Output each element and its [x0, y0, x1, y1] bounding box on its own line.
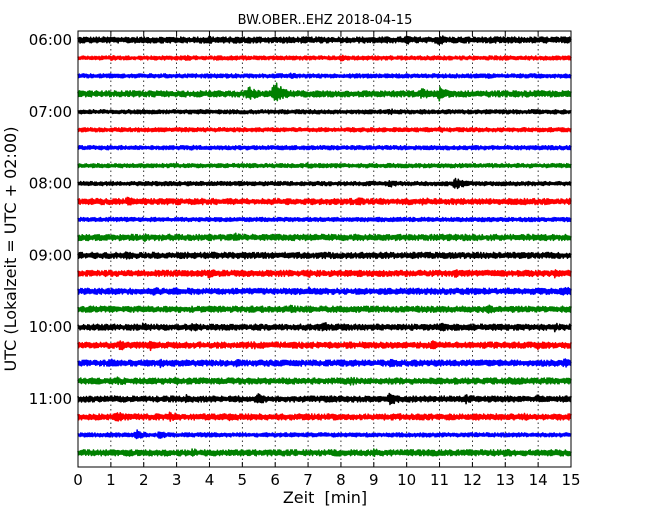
trace-09:15 [77, 269, 572, 279]
trace-06:30 [77, 72, 572, 79]
trace-10:15 [77, 340, 572, 352]
trace-08:15 [77, 196, 572, 206]
y-tick-label-2: 08:00 [29, 175, 72, 193]
trace-08:45 [77, 232, 572, 243]
x-tick-label-9: 9 [369, 471, 379, 489]
trace-06:45 [77, 82, 572, 102]
plot-frame [77, 30, 572, 468]
x-tick-label-3: 3 [172, 471, 182, 489]
x-tick-label-0: 0 [73, 471, 83, 489]
x-tick-labels: 0 1 2 3 4 5 6 7 8 9 10 11 12 13 14 15 [73, 471, 580, 489]
y-tick-labels: 06:00 07:00 08:00 09:00 10:00 11:00 [29, 31, 72, 408]
x-tick-label-13: 13 [496, 471, 515, 489]
trace-11:15 [77, 411, 572, 422]
x-tick-label-2: 2 [139, 471, 149, 489]
chart-title: BW.OBER..EHZ 2018-04-15 [238, 13, 413, 28]
trace-08:00 [77, 177, 572, 190]
x-axis-label: Zeit [min] [283, 488, 367, 507]
x-tick-label-15: 15 [561, 471, 580, 489]
trace-11:45 [77, 448, 572, 458]
x-tick-label-1: 1 [106, 471, 116, 489]
x-tick-label-8: 8 [336, 471, 346, 489]
trace-07:45 [77, 162, 572, 169]
trace-07:15 [77, 126, 572, 133]
x-tick-label-14: 14 [529, 471, 548, 489]
trace-11:00 [77, 392, 572, 406]
y-tick-label-4: 10:00 [29, 318, 72, 336]
trace-07:30 [77, 144, 572, 151]
trace-06:00 [77, 35, 572, 46]
x-tick-label-4: 4 [205, 471, 215, 489]
y-axis-label: UTC (Lokalzeit = UTC + 02:00) [1, 127, 20, 372]
traces [77, 35, 572, 458]
trace-07:00 [77, 108, 572, 116]
x-tick-label-10: 10 [397, 471, 416, 489]
trace-09:30 [77, 286, 572, 296]
trace-10:45 [77, 376, 572, 386]
trace-11:30 [77, 429, 572, 440]
trace-09:45 [77, 304, 572, 314]
x-tick-label-5: 5 [238, 471, 248, 489]
x-tick-label-12: 12 [463, 471, 482, 489]
trace-06:15 [77, 54, 572, 62]
trace-10:30 [77, 358, 572, 369]
trace-10:00 [77, 321, 572, 333]
y-tick-label-3: 09:00 [29, 246, 72, 264]
y-tick-label-0: 06:00 [29, 31, 72, 49]
y-tick-label-1: 07:00 [29, 103, 72, 121]
grid [110, 31, 539, 467]
ticks [77, 31, 572, 467]
y-tick-label-5: 11:00 [29, 390, 72, 408]
trace-08:30 [77, 216, 572, 223]
x-tick-label-11: 11 [430, 471, 449, 489]
x-tick-label-7: 7 [303, 471, 313, 489]
x-tick-label-6: 6 [270, 471, 280, 489]
trace-09:00 [77, 251, 572, 260]
